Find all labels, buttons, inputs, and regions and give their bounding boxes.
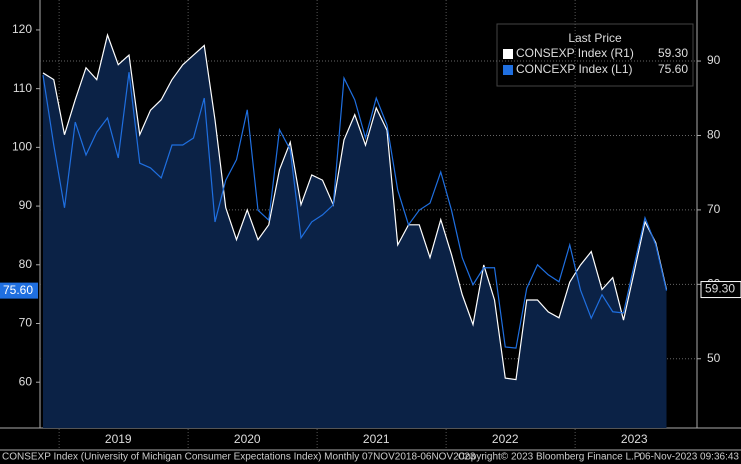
legend-box [496,23,694,87]
legend-value: 59.30 [658,46,688,60]
x-tick-label: 2023 [621,432,648,446]
y-tick-label: 60 [19,374,33,388]
series-line [42,32,668,381]
y2-tick-label: 50 [707,351,721,365]
series-line [42,72,668,349]
x-tick-label: 2021 [363,432,390,446]
y2-tick-label: 80 [707,128,721,142]
x-tick-label: 2019 [105,432,132,446]
y2-tick-label: 90 [707,53,721,67]
x-tick-label: 2020 [234,432,261,446]
footer-right: 06-Nov-2023 09:36:43 [639,452,739,463]
last-price-badge [0,282,38,299]
area [43,34,667,429]
last-price-label: 75.60 [3,283,33,297]
y-tick-label: 80 [19,257,33,271]
y-tick-label: 110 [13,81,32,95]
footer-middle: Copyright© 2023 Bloomberg Finance L.P. [458,452,642,463]
legend-swatch [503,49,513,59]
y-tick-label: 90 [19,198,33,212]
y-tick-label: 100 [12,140,32,154]
legend-value: 75.60 [658,62,688,76]
x-tick-label: 2022 [492,432,519,446]
y-tick-label: 120 [12,22,32,36]
footer-left: CONSEXP Index (University of Michigan Co… [2,452,476,463]
last-price-label: 59.30 [705,282,735,296]
legend-label: CONCEXP Index (L1) [516,62,633,76]
legend-title: Last Price [568,31,622,45]
last-price-badge [700,281,741,299]
legend-swatch [503,65,513,75]
y2-tick-label: 70 [707,202,721,216]
y-tick-label: 70 [19,316,33,330]
legend-label: CONSEXP Index (R1) [516,46,634,60]
